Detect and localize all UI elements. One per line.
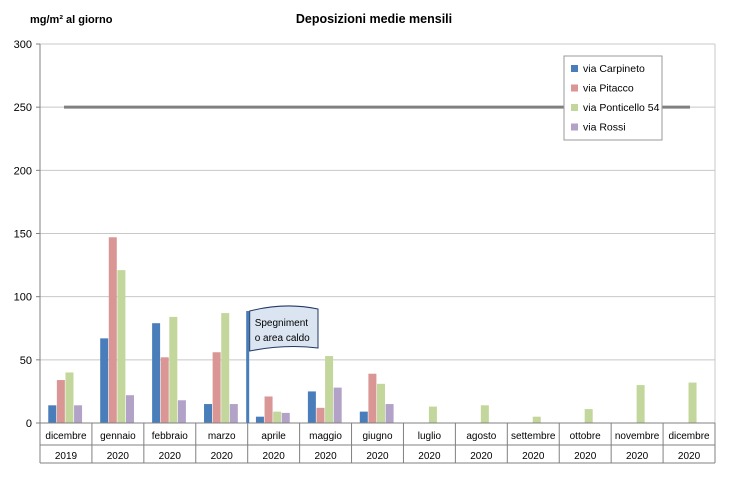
x-tick-label: luglio: [418, 431, 442, 442]
annotation-text: o area caldo: [255, 333, 310, 344]
annotation-text: Spegniment: [255, 318, 309, 329]
y-tick-label: 300: [14, 39, 32, 51]
bar: [48, 405, 57, 423]
bar: [316, 407, 325, 423]
x-tick-label: dicembre: [668, 431, 710, 442]
legend-swatch: [571, 123, 578, 131]
bar: [307, 391, 316, 423]
bar: [273, 411, 282, 423]
chart-title: Deposizioni medie mensili: [296, 12, 452, 26]
bar: [325, 356, 334, 423]
bar: [169, 316, 178, 423]
bar: [377, 383, 385, 423]
y-tick-label: 150: [14, 229, 32, 241]
legend-label: via Pitacco: [583, 83, 634, 95]
bar: [281, 412, 290, 423]
x-tick-year-label: 2020: [470, 451, 493, 462]
bar: [359, 411, 368, 423]
x-tick-label: agosto: [466, 431, 496, 442]
x-tick-year-label: 2020: [314, 451, 337, 462]
legend-box: [563, 55, 663, 141]
x-tick-year-label: 2020: [159, 451, 182, 462]
x-tick-year-label: 2020: [211, 451, 234, 462]
bar: [117, 270, 126, 423]
x-tick-year-label: 2020: [626, 451, 649, 462]
y-tick-label: 100: [14, 292, 32, 304]
x-tick-year-label: 2020: [574, 451, 597, 462]
legend-swatch: [571, 84, 578, 92]
bar: [229, 404, 238, 423]
x-tick-labels: dicembre 2019 gennaio 2020 febbraio 2020 marzo…: [45, 431, 710, 462]
bar: [56, 380, 65, 423]
x-tick-year-label: 2020: [263, 451, 286, 462]
bar: [255, 416, 264, 423]
bar: [688, 382, 697, 423]
y-tick-label: 50: [20, 355, 32, 367]
bar: [100, 338, 109, 423]
y-tick-labels: 0 50 100 150 200 250 300: [14, 39, 32, 430]
bar: [368, 373, 377, 423]
y-tick-label: 0: [26, 418, 32, 430]
x-tick-label: dicembre: [45, 431, 87, 442]
bar: [74, 405, 83, 423]
legend-label: via Rossi: [583, 122, 626, 134]
bar: [65, 372, 74, 423]
x-tick-year-label: 2019: [55, 451, 78, 462]
annotation-group: Spegniment o area caldo: [246, 305, 319, 423]
legend-swatch: [571, 104, 578, 111]
bar: [428, 406, 437, 423]
bar: [333, 387, 342, 423]
x-tick-year-label: 2020: [418, 451, 441, 462]
y-tick-label: 250: [14, 102, 32, 114]
bars-group: [48, 237, 697, 423]
bar: [584, 409, 593, 423]
bar: [212, 352, 221, 423]
bar: [264, 396, 273, 423]
bar: [480, 405, 489, 423]
x-tick-label: marzo: [208, 431, 236, 442]
bar: [532, 416, 541, 423]
bar: [125, 395, 134, 423]
bar: [108, 237, 117, 423]
bar: [152, 323, 161, 423]
x-tick-label: settembre: [511, 431, 556, 442]
x-tick-label: febbraio: [152, 431, 189, 442]
bar: [204, 404, 213, 423]
x-tick-year-label: 2020: [678, 451, 701, 462]
bar: [636, 385, 645, 423]
x-tick-label: novembre: [615, 431, 660, 442]
x-tick-label: maggio: [309, 431, 342, 442]
legend-swatch: [571, 65, 578, 72]
x-tick-label: ottobre: [570, 431, 602, 442]
x-tick-year-label: 2020: [107, 451, 130, 462]
x-tick-label: aprile: [261, 431, 286, 442]
bar: [221, 313, 230, 423]
legend-label: via Carpineto: [583, 63, 645, 75]
legend: via Carpineto via Pitacco via Ponticello 5…: [563, 55, 663, 141]
x-tick-year-label: 2020: [366, 451, 389, 462]
axes-group: [36, 43, 716, 464]
legend-label: via Ponticello 54: [583, 102, 660, 114]
bar: [177, 400, 186, 423]
x-tick-year-label: 2020: [522, 451, 545, 462]
bar: [160, 357, 169, 423]
annotation-flag: [249, 305, 319, 352]
x-tick-label: giugno: [362, 431, 392, 442]
y-tick-label: 200: [14, 165, 32, 177]
x-tick-label: gennaio: [100, 431, 136, 442]
bar: [385, 404, 394, 423]
y-axis-label: mg/m² al giorno: [30, 14, 113, 26]
